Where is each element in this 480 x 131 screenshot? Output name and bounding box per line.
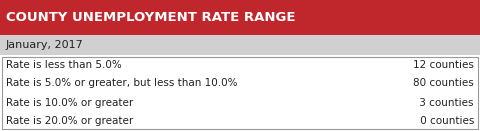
Text: 12 counties: 12 counties xyxy=(413,59,474,70)
Text: 3 counties: 3 counties xyxy=(417,97,474,108)
Bar xyxy=(0,0,480,35)
Text: 0 counties: 0 counties xyxy=(417,116,474,127)
Text: Rate is 10.0% or greater: Rate is 10.0% or greater xyxy=(6,97,133,108)
Bar xyxy=(0,35,480,55)
Bar xyxy=(2,57,478,129)
Text: Rate is 5.0% or greater, but less than 10.0%: Rate is 5.0% or greater, but less than 1… xyxy=(6,78,238,89)
Text: COUNTY UNEMPLOYMENT RATE RANGE: COUNTY UNEMPLOYMENT RATE RANGE xyxy=(6,11,296,24)
Text: 80 counties: 80 counties xyxy=(413,78,474,89)
Text: Rate is less than 5.0%: Rate is less than 5.0% xyxy=(6,59,122,70)
Text: January, 2017: January, 2017 xyxy=(6,40,84,50)
Text: Rate is 20.0% or greater: Rate is 20.0% or greater xyxy=(6,116,133,127)
